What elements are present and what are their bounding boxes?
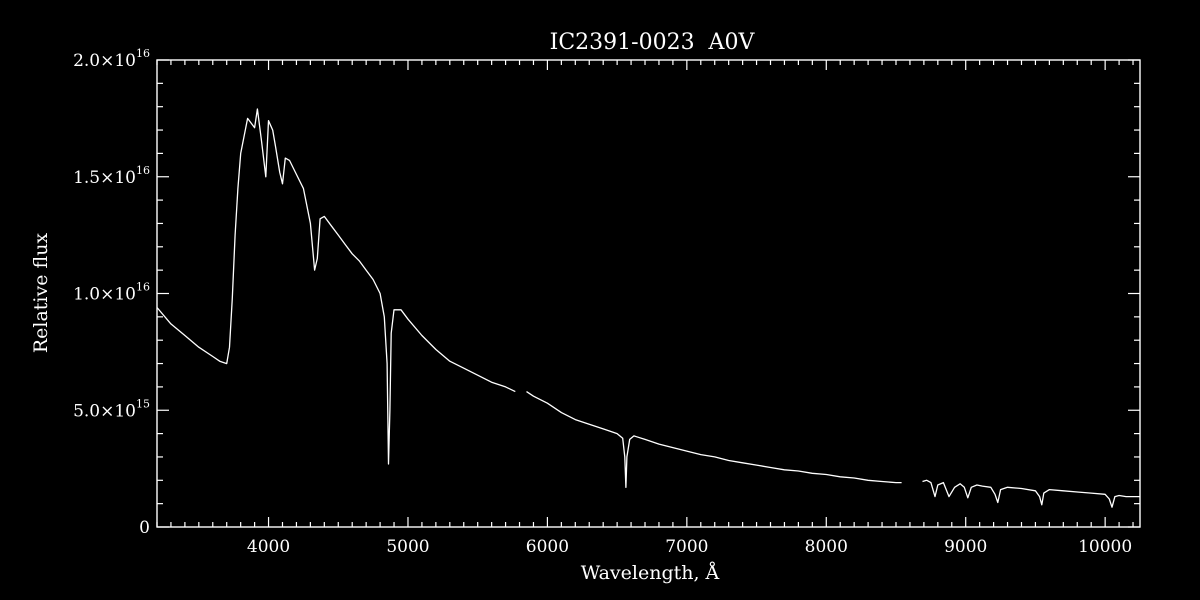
y-tick-labels: 0 5.0×1015 1.0×1016 1.5×1016 2.0×1016 bbox=[73, 47, 150, 538]
x-tick-label: 6000 bbox=[526, 537, 569, 557]
y-tick-label: 0 bbox=[139, 518, 150, 538]
x-axis-label: Wavelength, Å bbox=[581, 562, 720, 584]
plot-frame bbox=[156, 59, 1141, 528]
y-axis-label: Relative flux bbox=[30, 233, 52, 354]
x-tick-label: 5000 bbox=[386, 537, 429, 557]
spectrum-series bbox=[156, 108, 1140, 508]
y-tick-label: 1.0×1016 bbox=[73, 281, 150, 305]
x-tick-label: 4000 bbox=[247, 537, 290, 557]
x-tick-label: 8000 bbox=[805, 537, 848, 557]
y-tick-label: 5.0×1015 bbox=[73, 397, 150, 421]
spectrum-segment-3 bbox=[922, 479, 1140, 508]
x-tick-label: 7000 bbox=[665, 537, 708, 557]
spectrum-segment-2 bbox=[526, 391, 902, 488]
x-tick-labels: 4000 5000 6000 7000 8000 9000 10000 bbox=[247, 537, 1132, 557]
chart-title: IC2391-0023 A0V bbox=[550, 30, 756, 55]
y-tick-label: 2.0×1016 bbox=[73, 47, 150, 71]
x-tick-label: 9000 bbox=[944, 537, 987, 557]
x-tick-label: 10000 bbox=[1078, 537, 1132, 557]
y-tick-label: 1.5×1016 bbox=[73, 164, 150, 188]
spectrum-segment-1 bbox=[156, 108, 516, 465]
axis-ticks bbox=[156, 59, 1140, 528]
